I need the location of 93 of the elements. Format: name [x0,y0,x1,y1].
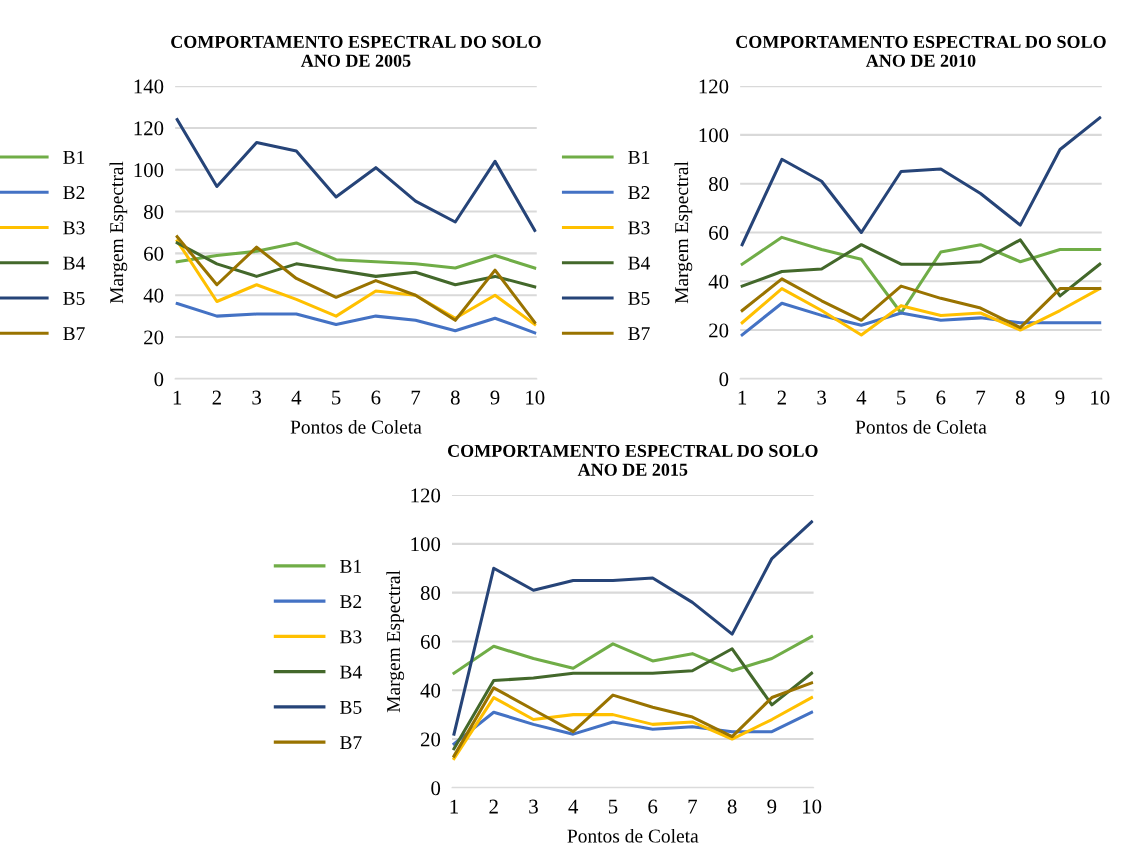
y-tick-label: 100 [411,537,441,552]
x-tick-label: 10 [803,799,822,814]
line-series [452,696,814,761]
y-tick-label: 60 [144,246,164,261]
x-tick-label: 4 [291,390,302,405]
y-tick-label: 20 [420,732,441,747]
y-axis-title: Margem Espectral [109,161,128,304]
line-series [452,647,814,751]
y-tick-label: 20 [709,323,729,338]
y-tick-label: 80 [709,177,729,192]
line-series [740,235,1102,315]
legend-label: B3 [340,630,362,644]
legend-label: B2 [63,186,85,200]
x-tick-label: 10 [526,390,545,405]
x-tick-label: 1 [738,390,747,405]
legend-label: B1 [628,150,650,164]
line-series [740,238,1102,298]
legend-label: B4 [628,256,651,270]
line-series [740,277,1102,330]
legend-label: B2 [628,186,650,200]
line-series [175,241,537,289]
x-tick-label: 7 [976,390,986,405]
y-tick-label: 120 [134,121,164,136]
legend-label: B5 [628,291,650,305]
legend-label: B1 [340,559,362,573]
legend-label: B7 [628,327,650,341]
y-tick-label: 140 [134,79,164,94]
chart-title: COMPORTAMENTO ESPECTRAL DO SOLO ANO DE 2005 [171,35,541,67]
line-series [452,635,814,675]
line-series [452,520,814,736]
legend-label: B7 [340,736,362,750]
x-tick-label: 6 [936,390,946,405]
x-tick-label: 10 [1091,390,1110,405]
y-tick-label: 40 [143,288,164,303]
line-series [175,241,537,270]
legend-label: B3 [628,221,650,235]
y-tick-label: 20 [144,330,164,345]
y-tick-label: 120 [699,79,729,94]
chart-title: COMPORTAMENTO ESPECTRAL DO SOLO ANO DE 2015 [447,444,818,476]
x-tick-label: 8 [450,390,460,405]
x-axis-title: Pontos de Coleta [290,419,422,434]
line-series [175,118,537,232]
legend-label: B3 [63,221,85,235]
legend-label: B1 [63,150,85,164]
legend-label: B5 [63,291,85,305]
y-tick-label: 120 [411,488,441,503]
y-tick-label: 40 [420,683,441,698]
x-tick-label: 7 [688,799,698,814]
x-tick-label: 3 [252,390,261,405]
x-tick-label: 2 [777,390,786,405]
y-tick-label: 0 [719,372,729,387]
y-tick-label: 80 [420,586,441,601]
y-axis-title: Margem Espectral [386,570,405,713]
y-tick-label: 80 [144,204,164,219]
x-tick-label: 5 [897,390,906,405]
x-tick-label: 9 [1055,390,1065,405]
x-tick-label: 2 [489,799,498,814]
x-tick-label: 6 [648,799,658,814]
x-tick-label: 6 [371,390,381,405]
line-series [175,302,537,335]
x-tick-label: 5 [608,799,618,814]
legend-label: B4 [340,665,362,679]
legend-label: B7 [63,327,85,341]
y-tick-label: 0 [154,372,164,387]
y-axis-title: Margem Espectral [674,161,693,304]
chart-title: COMPORTAMENTO ESPECTRAL DO SOLO ANO DE 2010 [736,35,1106,67]
x-axis-title: Pontos de Coleta [855,419,987,434]
x-tick-label: 8 [727,799,737,814]
line-series [452,681,814,758]
x-tick-label: 7 [411,390,421,405]
y-tick-label: 60 [709,225,729,240]
x-tick-label: 2 [212,390,221,405]
legend-label: B4 [63,256,86,270]
x-tick-label: 8 [1015,390,1025,405]
x-tick-label: 1 [173,390,182,405]
x-axis-title: Pontos de Coleta [567,828,699,843]
x-tick-label: 9 [490,390,500,405]
y-tick-label: 40 [708,274,729,289]
x-tick-label: 1 [450,799,458,814]
line-series [740,116,1102,247]
x-tick-label: 3 [817,390,826,405]
legend-label: B2 [340,595,362,608]
y-tick-label: 100 [134,163,164,178]
line-series [740,287,1102,337]
x-tick-label: 4 [856,390,867,405]
legend-label: B5 [340,700,362,714]
x-tick-label: 9 [767,799,777,814]
x-tick-label: 3 [529,799,538,814]
x-tick-label: 4 [568,799,579,814]
y-tick-label: 0 [431,781,441,796]
y-tick-label: 60 [420,634,441,649]
x-tick-label: 5 [332,390,341,405]
y-tick-label: 100 [699,128,729,143]
